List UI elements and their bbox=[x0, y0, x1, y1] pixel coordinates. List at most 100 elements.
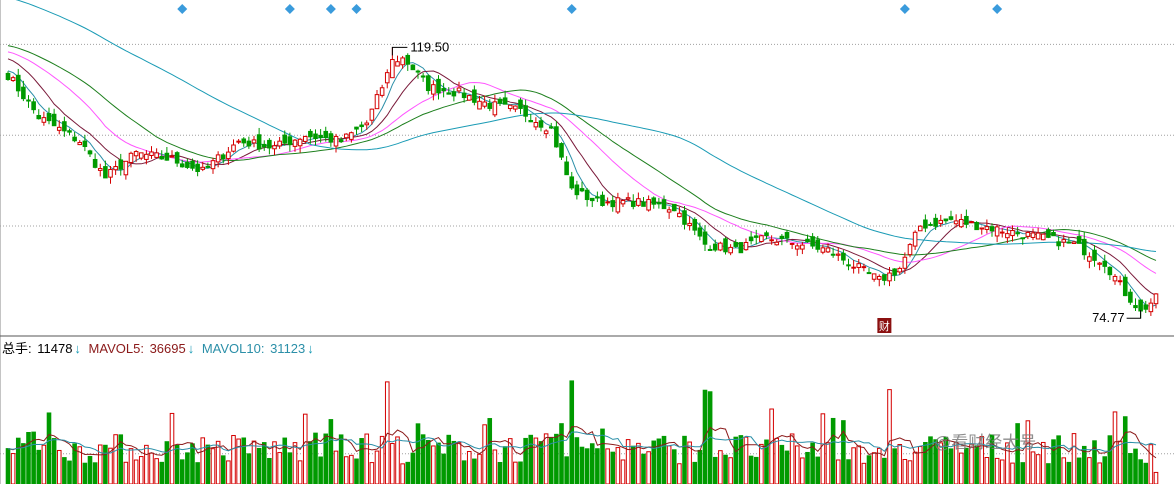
candle-body bbox=[917, 225, 923, 232]
volume-bar bbox=[364, 433, 370, 484]
candle-body bbox=[113, 166, 118, 171]
volume-bar bbox=[466, 450, 472, 484]
volume-bar bbox=[497, 461, 503, 484]
volume-bar bbox=[692, 461, 698, 484]
candle-body bbox=[1056, 241, 1061, 247]
volume-bar bbox=[851, 447, 856, 484]
candle-body bbox=[1040, 233, 1046, 241]
candle-body bbox=[241, 138, 247, 144]
volume-bar bbox=[974, 445, 979, 484]
candle-body bbox=[518, 99, 523, 109]
volume-bar bbox=[441, 453, 446, 484]
volume-bar bbox=[205, 444, 211, 484]
volume-bar bbox=[764, 439, 769, 484]
candle-body bbox=[856, 263, 862, 268]
volume-bar bbox=[56, 449, 62, 484]
candle-body bbox=[287, 136, 293, 145]
candle-body bbox=[507, 104, 513, 110]
volume-bar bbox=[846, 459, 851, 484]
candlesticks bbox=[5, 47, 1159, 319]
candle-body bbox=[451, 91, 457, 97]
candle-body bbox=[841, 252, 846, 261]
candle-body bbox=[436, 78, 441, 94]
volume-bar bbox=[374, 450, 380, 484]
candle-body bbox=[374, 94, 380, 110]
volume-bar bbox=[825, 442, 831, 484]
event-marker-box[interactable] bbox=[877, 318, 892, 333]
candle-body bbox=[794, 245, 800, 250]
candle-body bbox=[933, 217, 938, 227]
volume-bar bbox=[62, 457, 67, 484]
candle-body bbox=[718, 242, 723, 251]
volume-bar bbox=[154, 458, 159, 484]
volume-bar bbox=[979, 436, 985, 484]
candle-body bbox=[56, 126, 62, 131]
candle-body bbox=[338, 139, 344, 143]
volume-bar bbox=[128, 448, 134, 484]
candle-body bbox=[1097, 262, 1102, 265]
candle-body bbox=[569, 176, 575, 189]
candle-body bbox=[10, 77, 16, 82]
volume-bar bbox=[743, 436, 749, 484]
mavol5-label: MAVOL5: 36695 ↓ bbox=[88, 341, 195, 356]
candle-body bbox=[133, 151, 139, 157]
candle-body bbox=[923, 219, 928, 229]
volume-bar bbox=[620, 459, 626, 484]
candle-body bbox=[999, 231, 1005, 234]
candle-body bbox=[31, 101, 36, 111]
volume-bar bbox=[1066, 461, 1072, 484]
volume-bar bbox=[318, 456, 323, 484]
candle-body bbox=[72, 136, 77, 142]
candle-body bbox=[964, 215, 969, 225]
diamond-marker-icon bbox=[566, 4, 577, 14]
candle-body bbox=[1066, 241, 1072, 244]
candle-body bbox=[97, 168, 103, 171]
candle-body bbox=[543, 130, 549, 135]
volume-bar bbox=[1020, 462, 1026, 484]
volume-bar bbox=[103, 444, 108, 484]
volume-bar bbox=[251, 440, 257, 484]
candle-body bbox=[1081, 238, 1087, 256]
volume-bar bbox=[87, 455, 93, 484]
volume-bar bbox=[1102, 456, 1108, 484]
candle-body bbox=[830, 253, 836, 256]
mavol10-label: MAVOL10: 31123 ↓ bbox=[201, 341, 314, 356]
candle-body bbox=[123, 160, 129, 176]
ma30-line bbox=[7, 45, 1157, 261]
candle-body bbox=[1010, 230, 1015, 237]
mavol10-value: 31123 bbox=[270, 341, 306, 356]
volume-bar bbox=[507, 438, 513, 484]
volume-bar bbox=[589, 443, 595, 484]
volume-bar bbox=[359, 438, 364, 484]
candle-body bbox=[876, 275, 882, 280]
candle-body bbox=[384, 72, 390, 84]
candle-body bbox=[272, 145, 277, 150]
candle-body bbox=[574, 184, 580, 196]
total-volume-label: 总手: 11478 ↓ bbox=[2, 341, 81, 356]
candle-body bbox=[1112, 275, 1118, 282]
candle-body bbox=[138, 152, 144, 159]
candle-body bbox=[769, 239, 774, 242]
volume-bar bbox=[718, 450, 723, 484]
volume-bar bbox=[1056, 435, 1061, 484]
candle-body bbox=[866, 272, 872, 275]
volume-bar bbox=[15, 437, 21, 484]
volume-bar bbox=[871, 452, 877, 484]
volume-bar bbox=[236, 438, 241, 484]
candle-body bbox=[261, 143, 267, 148]
diamond-marker-icon bbox=[351, 4, 362, 14]
candle-body bbox=[1046, 229, 1051, 238]
volume-bar bbox=[677, 463, 682, 484]
volume-bar bbox=[108, 447, 113, 484]
event-marker-text: 财 bbox=[879, 319, 890, 333]
volume-bar bbox=[185, 452, 190, 484]
candle-body bbox=[431, 84, 436, 95]
volume-bar bbox=[26, 432, 31, 484]
candle-body bbox=[26, 99, 31, 102]
candle-body bbox=[200, 166, 206, 170]
candle-body bbox=[513, 105, 518, 110]
candle-body bbox=[764, 232, 769, 237]
volume-bar bbox=[21, 443, 26, 484]
volume-bar bbox=[1035, 454, 1041, 484]
volume-bar bbox=[605, 448, 610, 484]
